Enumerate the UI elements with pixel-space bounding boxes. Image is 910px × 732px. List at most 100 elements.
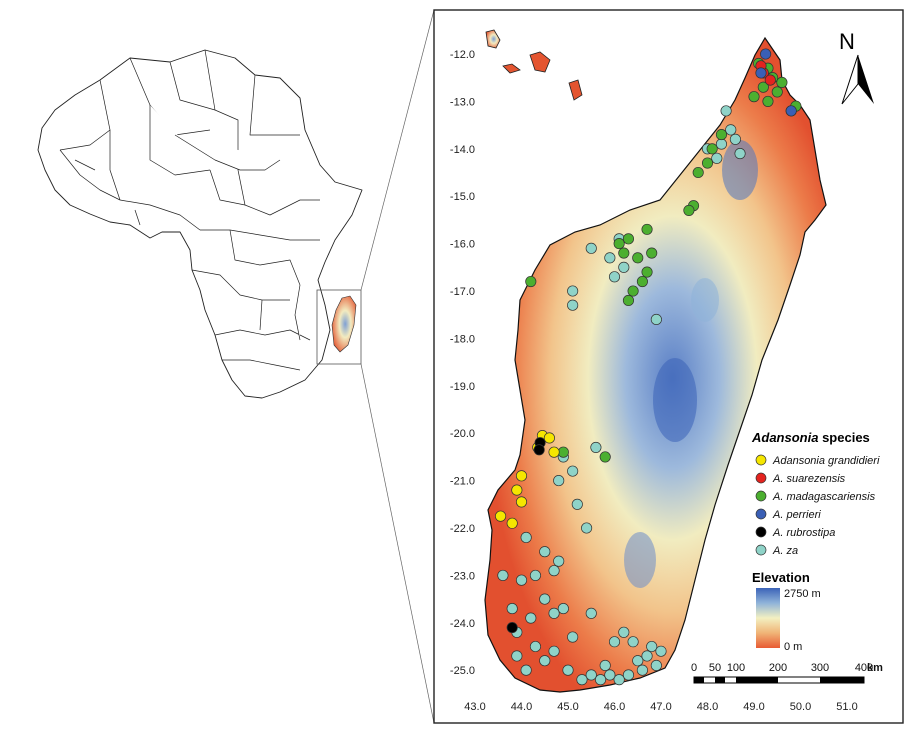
scale-label: 100	[727, 662, 745, 674]
legend-title: Adansonia species	[751, 430, 870, 445]
island-3	[529, 51, 551, 73]
legend-item-label: A. perrieri	[772, 509, 821, 521]
point-za	[618, 626, 630, 638]
island-4	[568, 79, 583, 101]
point-za	[567, 299, 579, 311]
point-za	[567, 631, 579, 643]
point-rubrostipa	[506, 621, 518, 634]
point-grandidieri	[495, 510, 507, 522]
y-tick-label: -18.0	[450, 333, 475, 345]
y-tick-label: -14.0	[450, 144, 475, 156]
point-madagascariensis	[599, 451, 611, 463]
inset-box	[316, 289, 362, 365]
legend-marker	[755, 508, 767, 520]
point-za	[567, 285, 579, 297]
x-tick-label: 49.0	[743, 701, 764, 713]
x-tick-label: 47.0	[650, 701, 671, 713]
legend-item-label: A. rubrostipa	[772, 527, 835, 539]
point-rubrostipa	[533, 444, 545, 456]
point-madagascariensis	[715, 129, 727, 141]
elevation-legend: Elevation 2750 m 0 m	[752, 570, 821, 653]
y-tick-label: -15.0	[450, 191, 475, 203]
point-za	[608, 271, 621, 283]
point-za	[515, 574, 528, 586]
x-tick-label: 48.0	[697, 701, 718, 713]
point-za	[585, 242, 597, 254]
point-za	[725, 124, 737, 136]
scale-label: 0	[691, 662, 697, 674]
legend-marker	[755, 454, 767, 466]
point-za	[729, 133, 741, 145]
y-tick-label: -16.0	[450, 239, 475, 251]
point-madagascariensis	[706, 143, 718, 155]
north-label: N	[839, 29, 855, 54]
point-za	[715, 138, 727, 150]
point-za	[650, 659, 662, 672]
y-tick-label: -22.0	[450, 523, 475, 535]
scale-label: 50	[709, 662, 721, 674]
point-za	[618, 261, 630, 273]
point-za	[646, 640, 658, 653]
point-grandidieri	[543, 432, 555, 444]
point-madagascariensis	[636, 275, 648, 288]
point-madagascariensis	[646, 247, 658, 259]
legend-marker	[755, 526, 767, 538]
point-za	[529, 569, 541, 581]
point-za	[576, 674, 588, 686]
point-madagascariensis	[762, 95, 774, 107]
point-za	[557, 603, 569, 615]
point-madagascariensis	[622, 294, 634, 307]
point-grandidieri	[515, 496, 528, 508]
point-za	[539, 546, 551, 558]
scale-label: 200	[769, 662, 787, 674]
scale-unit: km	[867, 662, 883, 674]
point-madagascariensis	[618, 247, 630, 259]
point-za	[581, 522, 593, 534]
point-za	[553, 475, 565, 487]
point-za	[632, 655, 644, 667]
small-madagascar	[331, 295, 357, 353]
point-za	[525, 612, 537, 624]
zoom-line-top	[360, 9, 435, 291]
point-za	[594, 674, 607, 686]
point-madagascariensis	[641, 223, 653, 235]
point-za	[520, 664, 532, 676]
x-tick-label: 44.0	[511, 701, 532, 713]
point-za	[548, 645, 560, 657]
point-za	[529, 640, 541, 653]
point-za	[585, 607, 597, 619]
point-za	[548, 565, 560, 577]
x-axis: 43.0 44.0 45.0 46.0 47.0 48.0 49.0 50.0 51.0	[464, 701, 857, 713]
legend-item-label: A. suarezensis	[772, 473, 846, 485]
point-za	[571, 498, 583, 510]
point-za	[511, 650, 523, 662]
point-madagascariensis	[613, 238, 625, 250]
point-za	[622, 669, 634, 681]
point-madagascariensis	[557, 446, 569, 458]
point-za	[548, 607, 560, 619]
point-perrieri	[755, 67, 767, 79]
point-grandidieri	[511, 484, 523, 496]
point-madagascariensis	[641, 266, 653, 278]
point-grandidieri	[515, 470, 528, 482]
elevation-max: 2750 m	[784, 588, 821, 600]
point-za	[539, 593, 551, 605]
point-grandidieri	[506, 517, 518, 529]
legend-item-label: Adansonia grandidieri	[772, 455, 880, 467]
point-za	[711, 152, 723, 164]
y-axis: -12.0 -13.0 -14.0 -15.0 -16.0 -17.0 -18.0 -19.0…	[450, 49, 475, 677]
island-1	[485, 29, 501, 49]
point-za	[497, 569, 509, 581]
madagascar-mainland	[484, 36, 827, 693]
island-2	[502, 63, 521, 74]
point-za	[520, 531, 532, 544]
point-grandidieri	[548, 446, 560, 458]
species-points	[495, 48, 802, 686]
x-tick-label: 43.0	[464, 701, 485, 713]
point-za	[562, 664, 574, 676]
point-madagascariensis	[627, 285, 639, 297]
north-arrow: N	[839, 29, 874, 105]
point-za	[613, 674, 625, 686]
x-tick-label: 51.0	[836, 701, 857, 713]
zoom-line-bottom	[360, 363, 435, 724]
